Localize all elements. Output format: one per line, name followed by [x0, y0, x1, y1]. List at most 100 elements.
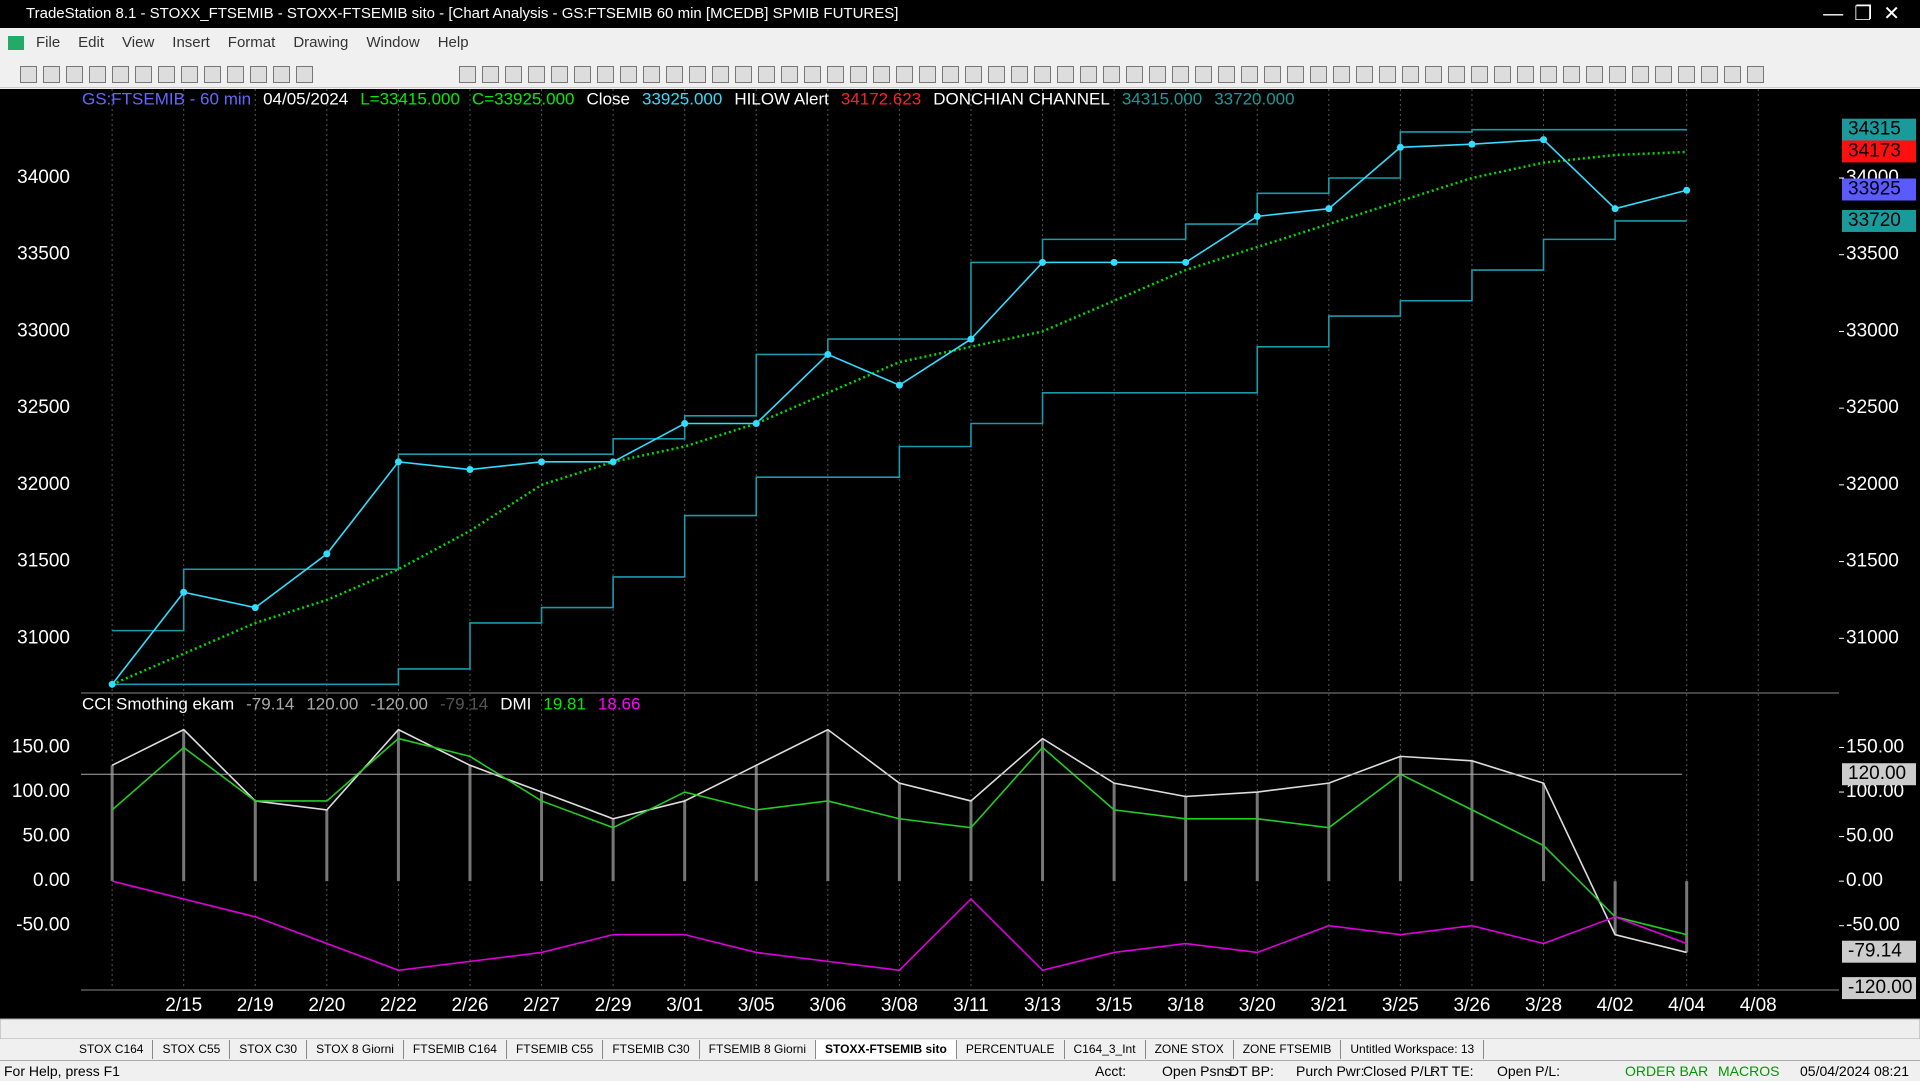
workspace-tab[interactable]: STOX C55 — [153, 1040, 231, 1059]
toolbar-button[interactable] — [1126, 66, 1143, 83]
toolbar-button[interactable] — [1057, 66, 1074, 83]
toolbar-button[interactable] — [1425, 66, 1442, 83]
toolbar-button[interactable] — [574, 66, 591, 83]
toolbar-button[interactable] — [620, 66, 637, 83]
workspace-tab[interactable]: FTSEMIB C30 — [603, 1040, 700, 1059]
toolbar-button[interactable] — [528, 66, 545, 83]
scrollbar — [0, 1018, 1920, 1039]
toolbar-button[interactable] — [1609, 66, 1626, 83]
window-controls[interactable]: — ❐ ✕ — [1823, 3, 1900, 25]
toolbar-button[interactable] — [1080, 66, 1097, 83]
workspace-tab[interactable]: STOX C30 — [230, 1040, 308, 1059]
toolbar-button[interactable] — [1724, 66, 1741, 83]
toolbar-button[interactable] — [89, 66, 106, 83]
status-order_bar[interactable]: ORDER BAR — [1625, 1063, 1709, 1079]
workspace-tab[interactable]: ZONE FTSEMIB — [1234, 1040, 1342, 1059]
toolbar-button[interactable] — [1448, 66, 1465, 83]
toolbar-button[interactable] — [1195, 66, 1212, 83]
toolbar-button[interactable] — [942, 66, 959, 83]
toolbar-button[interactable] — [250, 66, 267, 83]
price-marker — [1842, 940, 1916, 963]
toolbar-button[interactable] — [1034, 66, 1051, 83]
toolbar-button[interactable] — [1218, 66, 1235, 83]
toolbar-button[interactable] — [827, 66, 844, 83]
menu-item[interactable]: View — [122, 34, 155, 51]
toolbar-button[interactable] — [459, 66, 476, 83]
workspace-tab[interactable]: FTSEMIB 8 Giorni — [700, 1040, 817, 1059]
toolbar-button[interactable] — [273, 66, 290, 83]
toolbar-button[interactable] — [227, 66, 244, 83]
toolbar-button[interactable] — [158, 66, 175, 83]
toolbar-button[interactable] — [1356, 66, 1373, 83]
toolbar-button[interactable] — [1678, 66, 1695, 83]
toolbar-button[interactable] — [850, 66, 867, 83]
workspace-tab[interactable]: STOXX-FTSEMIB sito — [816, 1040, 957, 1059]
toolbar-button[interactable] — [758, 66, 775, 83]
toolbar-button[interactable] — [1540, 66, 1557, 83]
toolbar-button[interactable] — [896, 66, 913, 83]
toolbar-button[interactable] — [1379, 66, 1396, 83]
toolbar-button[interactable] — [1402, 66, 1419, 83]
toolbar-button[interactable] — [1310, 66, 1327, 83]
price-marker-label: -120.00 — [1848, 977, 1912, 998]
toolbar-button[interactable] — [112, 66, 129, 83]
toolbar-button[interactable] — [919, 66, 936, 83]
menu-item[interactable]: Help — [437, 34, 469, 51]
toolbar-button[interactable] — [1241, 66, 1258, 83]
menu-item[interactable]: Edit — [78, 34, 105, 51]
workspace-tab[interactable]: PERCENTUALE — [957, 1040, 1065, 1059]
menu-item[interactable]: File — [36, 34, 61, 51]
toolbar-button[interactable] — [505, 66, 522, 83]
workspace-tab[interactable]: Untitled Workspace: 13 — [1341, 1040, 1485, 1059]
status-macros[interactable]: MACROS — [1718, 1063, 1780, 1079]
toolbar-button[interactable] — [1011, 66, 1028, 83]
toolbar-button[interactable] — [1701, 66, 1718, 83]
menu-item[interactable]: Format — [227, 34, 276, 51]
toolbar-button[interactable] — [1471, 66, 1488, 83]
workspace-tab[interactable]: C164_3_Int — [1065, 1040, 1146, 1059]
menu-item[interactable]: Window — [366, 34, 420, 51]
toolbar-button[interactable] — [181, 66, 198, 83]
toolbar-button[interactable] — [1655, 66, 1672, 83]
toolbar-button[interactable] — [712, 66, 729, 83]
toolbar-button[interactable] — [1586, 66, 1603, 83]
toolbar-button[interactable] — [1747, 66, 1764, 83]
toolbar-button[interactable] — [873, 66, 890, 83]
data-point — [180, 588, 188, 596]
toolbar-button[interactable] — [735, 66, 752, 83]
toolbar-button[interactable] — [482, 66, 499, 83]
toolbar-button[interactable] — [1563, 66, 1580, 83]
toolbar-button[interactable] — [204, 66, 221, 83]
toolbar-button[interactable] — [20, 66, 37, 83]
workspace-tab[interactable]: FTSEMIB C55 — [507, 1040, 604, 1059]
toolbar-button[interactable] — [135, 66, 152, 83]
workspace-tab[interactable]: ZONE STOX — [1146, 1040, 1234, 1059]
toolbar-button[interactable] — [43, 66, 60, 83]
menu-item[interactable]: Drawing — [293, 34, 349, 51]
toolbar-button[interactable] — [666, 66, 683, 83]
toolbar-button[interactable] — [643, 66, 660, 83]
toolbar-button[interactable] — [988, 66, 1005, 83]
toolbar-button[interactable] — [965, 66, 982, 83]
workspace-tab[interactable]: STOX C164 — [70, 1040, 154, 1059]
toolbar-button[interactable] — [1517, 66, 1534, 83]
toolbar-button[interactable] — [804, 66, 821, 83]
toolbar-button[interactable] — [781, 66, 798, 83]
toolbar-button[interactable] — [1632, 66, 1649, 83]
toolbar-button[interactable] — [1287, 66, 1304, 83]
menu-item[interactable]: Insert — [172, 34, 210, 51]
toolbar-button[interactable] — [66, 66, 83, 83]
toolbar-button[interactable] — [551, 66, 568, 83]
toolbar-button[interactable] — [1333, 66, 1350, 83]
toolbar-button[interactable] — [1103, 66, 1120, 83]
toolbar-button[interactable] — [689, 66, 706, 83]
toolbar-button[interactable] — [1149, 66, 1166, 83]
readout: L=33415.000 — [360, 89, 460, 108]
toolbar-button[interactable] — [1172, 66, 1189, 83]
toolbar-button[interactable] — [1494, 66, 1511, 83]
workspace-tab[interactable]: FTSEMIB C164 — [404, 1040, 507, 1059]
toolbar-button[interactable] — [597, 66, 614, 83]
toolbar-button[interactable] — [1264, 66, 1281, 83]
toolbar-button[interactable] — [296, 66, 313, 83]
workspace-tab[interactable]: STOX 8 Giorni — [307, 1040, 404, 1059]
